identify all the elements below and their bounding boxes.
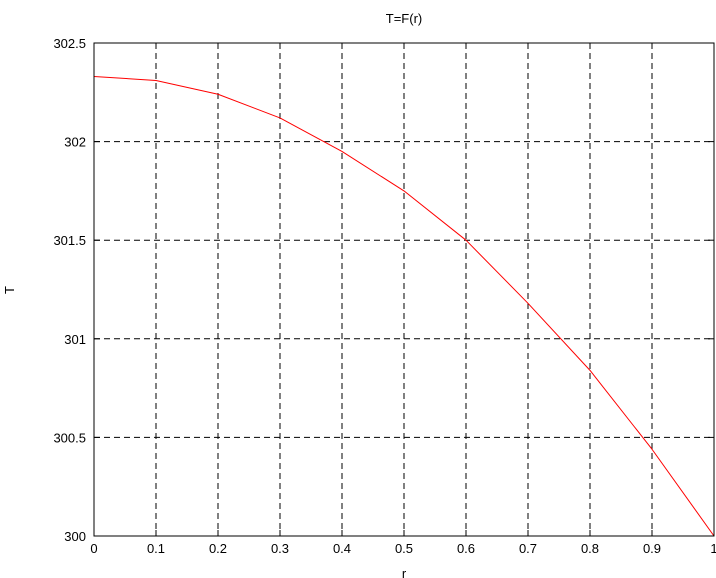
plot-area-group — [93, 42, 715, 537]
y-tick-labels: 300 300.5 301 301.5 302 302.5 — [53, 36, 86, 544]
y-tick-label: 300 — [64, 529, 86, 544]
x-tick-label: 1 — [710, 541, 716, 556]
x-tick-label: 0.3 — [271, 541, 289, 556]
y-axis-label: T — [2, 286, 17, 294]
x-tick-label: 0.8 — [581, 541, 599, 556]
x-tick-labels: 0 0.1 0.2 0.3 0.4 0.5 0.6 0.7 0.8 0.9 1 — [90, 541, 716, 556]
series-line — [93, 76, 715, 537]
x-tick-label: 0.7 — [519, 541, 537, 556]
x-tick-label: 0.9 — [643, 541, 661, 556]
chart-title: T=F(r) — [386, 11, 422, 26]
y-tick-label: 302.5 — [53, 36, 86, 51]
x-tick-label: 0.2 — [209, 541, 227, 556]
x-axis-label: r — [402, 566, 407, 578]
x-tick-label: 0.6 — [457, 541, 475, 556]
grid-lines — [94, 43, 714, 536]
tick-marks — [93, 42, 715, 537]
series-group — [93, 76, 715, 537]
x-tick-label: 0.1 — [147, 541, 165, 556]
x-tick-label: 0.4 — [333, 541, 351, 556]
x-tick-label: 0 — [90, 541, 97, 556]
y-tick-label: 301.5 — [53, 233, 86, 248]
x-tick-label: 0.5 — [395, 541, 413, 556]
y-tick-label: 300.5 — [53, 430, 86, 445]
y-tick-label: 302 — [64, 135, 86, 150]
y-tick-label: 301 — [64, 332, 86, 347]
